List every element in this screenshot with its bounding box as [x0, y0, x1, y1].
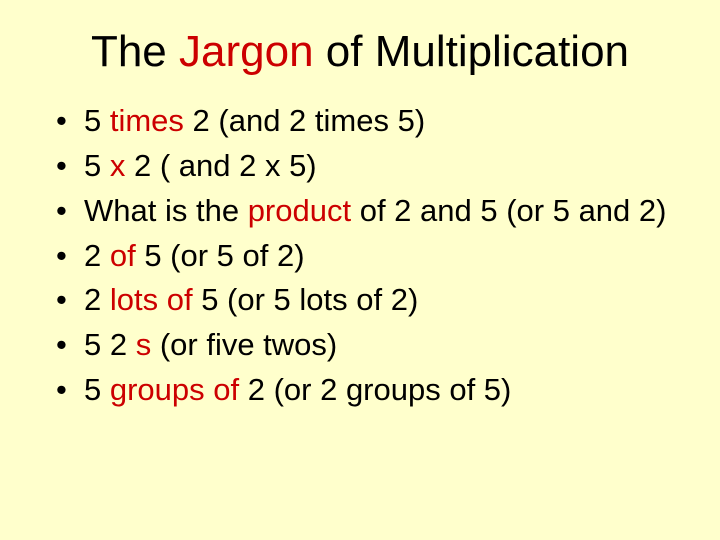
list-item: 2 of 5 (or 5 of 2)	[52, 235, 676, 278]
title-segment: Jargon	[179, 27, 314, 76]
text-run: product	[248, 193, 351, 228]
text-run: 5 (or 5 of 2)	[136, 238, 305, 273]
title-segment: of Multiplication	[314, 27, 629, 76]
text-run: 2	[84, 238, 110, 273]
text-run: 2 (and 2 times 5)	[184, 103, 425, 138]
text-run: groups of	[110, 372, 239, 407]
text-run: (or five twos)	[151, 327, 337, 362]
slide-title: The Jargon of Multiplication	[44, 28, 676, 76]
text-run: What is the	[84, 193, 248, 228]
text-run: of	[110, 238, 136, 273]
text-run: 5	[84, 103, 110, 138]
slide: The Jargon of Multiplication 5 times 2 (…	[0, 0, 720, 434]
text-run: times	[110, 103, 184, 138]
list-item: 5 times 2 (and 2 times 5)	[52, 100, 676, 143]
list-item: 2 lots of 5 (or 5 lots of 2)	[52, 279, 676, 322]
title-segment: The	[91, 27, 179, 76]
text-run: 2 (or 2 groups of 5)	[239, 372, 511, 407]
text-run: x	[110, 148, 126, 183]
text-run: 5 2	[84, 327, 136, 362]
text-run: 2 ( and 2 x 5)	[125, 148, 316, 183]
list-item: 5 groups of 2 (or 2 groups of 5)	[52, 369, 676, 412]
text-run: lots of	[110, 282, 193, 317]
list-item: 5 x 2 ( and 2 x 5)	[52, 145, 676, 188]
text-run: 5	[84, 148, 110, 183]
bullet-list: 5 times 2 (and 2 times 5)5 x 2 ( and 2 x…	[44, 100, 676, 411]
text-run: of 2 and 5 (or 5 and 2)	[351, 193, 666, 228]
text-run: 5	[84, 372, 110, 407]
text-run: 5 (or 5 lots of 2)	[193, 282, 419, 317]
text-run: 2	[84, 282, 110, 317]
list-item: What is the product of 2 and 5 (or 5 and…	[52, 190, 676, 233]
text-run: s	[136, 327, 152, 362]
list-item: 5 2 s (or five twos)	[52, 324, 676, 367]
